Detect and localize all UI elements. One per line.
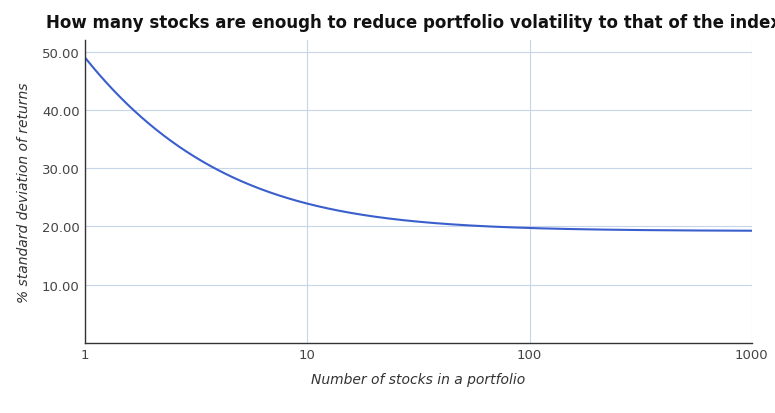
Title: How many stocks are enough to reduce portfolio volatility to that of the index?: How many stocks are enough to reduce por… xyxy=(46,14,775,31)
X-axis label: Number of stocks in a portfolio: Number of stocks in a portfolio xyxy=(312,373,525,386)
Y-axis label: % standard deviation of returns: % standard deviation of returns xyxy=(17,82,31,302)
